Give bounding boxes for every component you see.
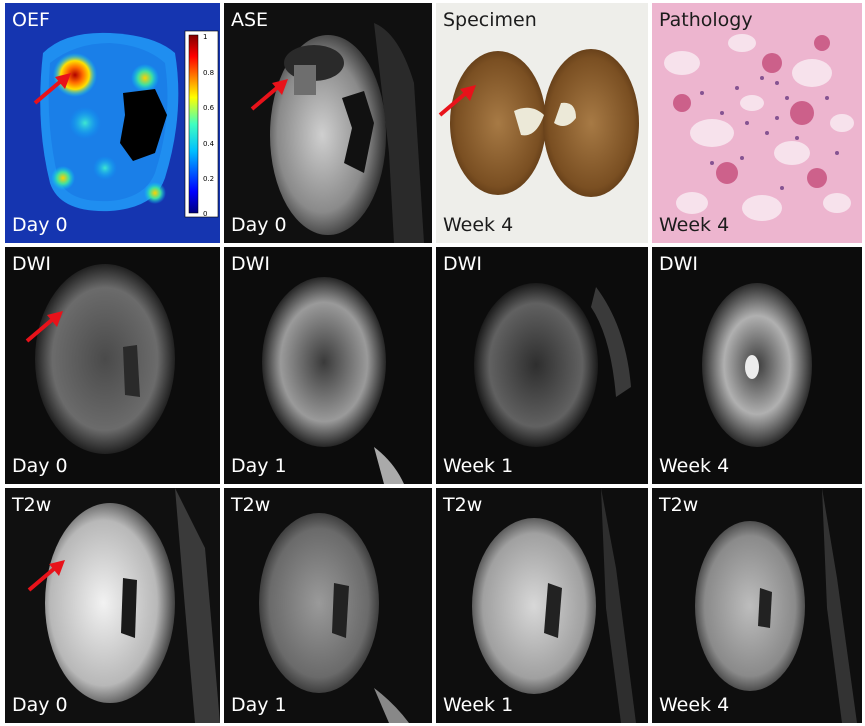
colorbar-tick-0.6: 0.6 [203, 104, 215, 112]
dwi-day0-image [5, 247, 220, 484]
dwi-week4-top-label: DWI [659, 253, 699, 275]
t2w-week1-bottom-label: Week 1 [443, 694, 514, 716]
dwi-week1-panel: DWI Week 1 [436, 247, 648, 484]
colorbar-tick-0: 0 [203, 210, 207, 218]
colorbar-tick-0.4: 0.4 [203, 140, 215, 148]
dwi-day1-image [224, 247, 432, 484]
oef-top-label: OEF [12, 9, 50, 31]
ase-panel: ASE Day 0 [224, 3, 432, 243]
ase-image [224, 3, 432, 243]
arrow-icon [33, 73, 71, 105]
specimen-bottom-label: Week 4 [443, 214, 514, 236]
dwi-week1-bottom-label: Week 1 [443, 455, 514, 477]
t2w-day1-panel: T2w Day 1 [224, 488, 432, 723]
t2w-day1-bottom-label: Day 1 [231, 694, 287, 716]
specimen-top-label: Specimen [443, 9, 537, 31]
oef-bottom-label: Day 0 [12, 214, 68, 236]
dwi-day0-panel: DWI Day 0 [5, 247, 220, 484]
oef-map-panel: 1 0.8 0.6 0.4 0.2 0 OEF Day 0 [5, 3, 220, 243]
colorbar-tick-0.8: 0.8 [203, 69, 214, 77]
t2w-day1-image [224, 488, 432, 723]
t2w-week4-panel: T2w Week 4 [652, 488, 862, 723]
dwi-day0-bottom-label: Day 0 [12, 455, 68, 477]
t2w-week4-image [652, 488, 862, 723]
t2w-day0-panel: T2w Day 0 [5, 488, 220, 723]
dwi-week4-image [652, 247, 862, 484]
arrow-icon [250, 79, 288, 111]
dwi-day1-bottom-label: Day 1 [231, 455, 287, 477]
t2w-week1-image [436, 488, 648, 723]
dwi-week1-image [436, 247, 648, 484]
pathology-panel: Pathology Week 4 [652, 3, 862, 243]
dwi-week4-panel: DWI Week 4 [652, 247, 862, 484]
ase-bottom-label: Day 0 [231, 214, 287, 236]
arrow-icon [25, 311, 63, 343]
specimen-panel: Specimen Week 4 [436, 3, 648, 243]
pathology-image [652, 3, 862, 243]
t2w-day0-bottom-label: Day 0 [12, 694, 68, 716]
ase-top-label: ASE [231, 9, 269, 31]
t2w-week4-bottom-label: Week 4 [659, 694, 730, 716]
arrow-icon [27, 560, 65, 592]
arrow-icon [438, 85, 476, 117]
colorbar-tick-0.2: 0.2 [203, 175, 214, 183]
specimen-photo [436, 3, 648, 243]
t2w-week1-top-label: T2w [443, 494, 483, 516]
t2w-week4-top-label: T2w [659, 494, 699, 516]
colorbar-tick-1: 1 [203, 33, 207, 41]
t2w-week1-panel: T2w Week 1 [436, 488, 648, 723]
dwi-week4-bottom-label: Week 4 [659, 455, 730, 477]
dwi-week1-top-label: DWI [443, 253, 483, 275]
dwi-day1-top-label: DWI [231, 253, 271, 275]
pathology-bottom-label: Week 4 [659, 214, 730, 236]
pathology-top-label: Pathology [659, 9, 753, 31]
dwi-day0-top-label: DWI [12, 253, 52, 275]
dwi-day1-panel: DWI Day 1 [224, 247, 432, 484]
oef-map-image: 1 0.8 0.6 0.4 0.2 0 [40, 30, 219, 218]
t2w-day0-image [5, 488, 220, 723]
t2w-day0-top-label: T2w [12, 494, 52, 516]
t2w-day1-top-label: T2w [231, 494, 271, 516]
